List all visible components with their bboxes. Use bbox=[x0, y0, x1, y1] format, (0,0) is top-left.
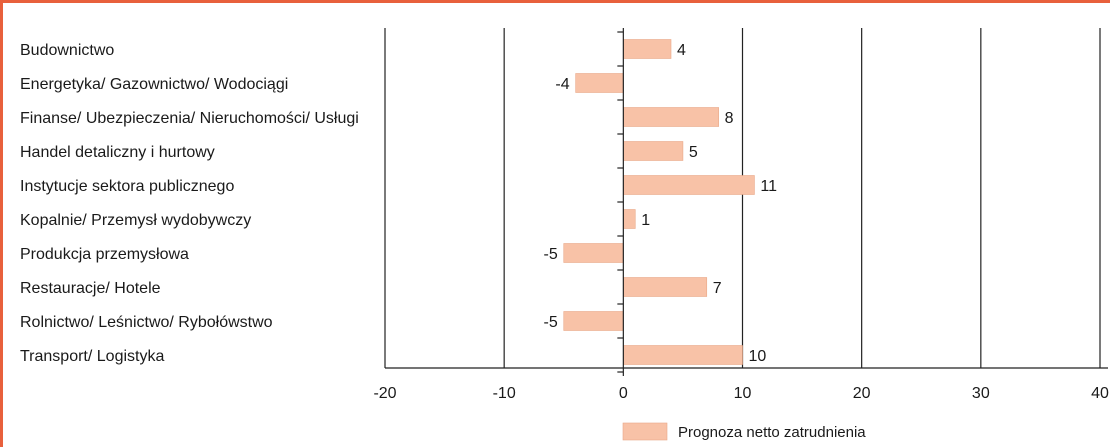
data-label: 10 bbox=[749, 348, 767, 365]
legend: Prognoza netto zatrudnienia bbox=[622, 422, 866, 441]
category-label: Produkcja przemysłowa bbox=[20, 246, 189, 263]
x-tick-label: -20 bbox=[373, 385, 396, 402]
category-label: Finanse/ Ubezpieczenia/ Nieruchomości/ U… bbox=[20, 110, 359, 127]
x-tick-label: 40 bbox=[1091, 385, 1109, 402]
data-label: 1 bbox=[641, 212, 650, 229]
category-label: Rolnictwo/ Leśnictwo/ Rybołówstwo bbox=[20, 314, 273, 331]
category-label: Kopalnie/ Przemysł wydobywczy bbox=[20, 212, 251, 229]
legend-swatch bbox=[622, 422, 668, 441]
x-tick-label: 0 bbox=[619, 385, 628, 402]
x-tick-labels: -20 -10 0 10 20 30 40 bbox=[373, 385, 1109, 402]
data-label: 5 bbox=[689, 144, 698, 161]
grid-lines bbox=[384, 28, 1101, 368]
bars bbox=[563, 39, 755, 365]
x-tick-label: 10 bbox=[734, 385, 752, 402]
data-label: 8 bbox=[725, 110, 734, 127]
bar bbox=[563, 311, 624, 331]
bar bbox=[623, 39, 672, 59]
x-tick-label: 30 bbox=[972, 385, 990, 402]
x-tick-label: 20 bbox=[853, 385, 871, 402]
category-label: Budownictwo bbox=[20, 42, 114, 59]
bar bbox=[623, 277, 708, 297]
data-label: 7 bbox=[713, 280, 722, 297]
bar bbox=[563, 243, 624, 263]
bar bbox=[623, 175, 755, 195]
x-tick-label: -10 bbox=[493, 385, 516, 402]
bar bbox=[623, 209, 636, 229]
category-label: Restauracje/ Hotele bbox=[20, 280, 161, 297]
data-label: -5 bbox=[544, 246, 558, 263]
data-label: 4 bbox=[677, 42, 686, 59]
category-label: Instytucje sektora publicznego bbox=[20, 178, 234, 195]
data-label: 11 bbox=[760, 178, 777, 195]
category-label: Energetyka/ Gazownictwo/ Wodociągi bbox=[20, 76, 288, 93]
bar bbox=[623, 345, 743, 365]
category-label: Transport/ Logistyka bbox=[20, 348, 164, 365]
bar bbox=[575, 73, 624, 93]
bar bbox=[623, 141, 684, 161]
category-label: Handel detaliczny i hurtowy bbox=[20, 144, 215, 161]
bar bbox=[623, 107, 719, 127]
legend-label: Prognoza netto zatrudnienia bbox=[678, 424, 866, 441]
data-label: -5 bbox=[544, 314, 558, 331]
data-label: -4 bbox=[555, 76, 569, 93]
axes bbox=[385, 28, 1108, 376]
category-labels: Budownictwo Energetyka/ Gazownictwo/ Wodo… bbox=[20, 42, 359, 365]
